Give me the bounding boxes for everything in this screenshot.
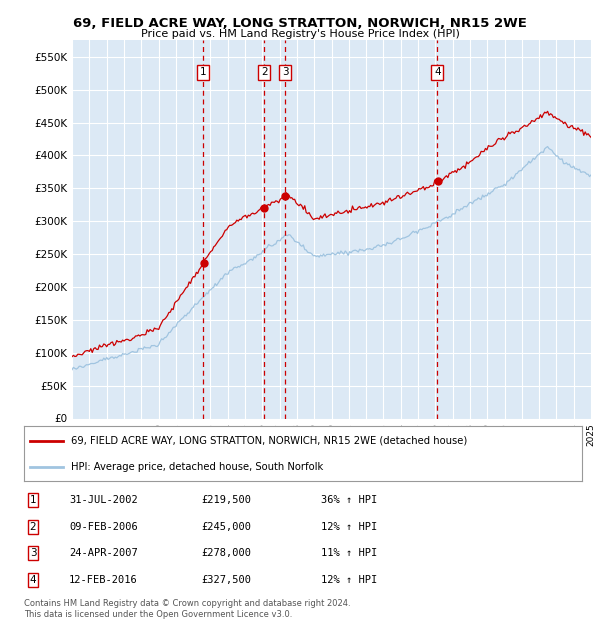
Text: £278,000: £278,000 (201, 548, 251, 559)
Text: 12-FEB-2016: 12-FEB-2016 (69, 575, 138, 585)
Text: 12% ↑ HPI: 12% ↑ HPI (321, 521, 377, 532)
Text: £219,500: £219,500 (201, 495, 251, 505)
Text: 3: 3 (282, 68, 289, 78)
Text: 4: 4 (29, 575, 37, 585)
Text: 2: 2 (261, 68, 268, 78)
Text: 12% ↑ HPI: 12% ↑ HPI (321, 575, 377, 585)
Text: 2: 2 (29, 521, 37, 532)
Text: 24-APR-2007: 24-APR-2007 (69, 548, 138, 559)
Text: £327,500: £327,500 (201, 575, 251, 585)
Text: 1: 1 (200, 68, 206, 78)
Text: 31-JUL-2002: 31-JUL-2002 (69, 495, 138, 505)
Text: 09-FEB-2006: 09-FEB-2006 (69, 521, 138, 532)
Text: 11% ↑ HPI: 11% ↑ HPI (321, 548, 377, 559)
Text: 69, FIELD ACRE WAY, LONG STRATTON, NORWICH, NR15 2WE: 69, FIELD ACRE WAY, LONG STRATTON, NORWI… (73, 17, 527, 30)
Text: Contains HM Land Registry data © Crown copyright and database right 2024.
This d: Contains HM Land Registry data © Crown c… (24, 600, 350, 619)
Text: 3: 3 (29, 548, 37, 559)
Text: 69, FIELD ACRE WAY, LONG STRATTON, NORWICH, NR15 2WE (detached house): 69, FIELD ACRE WAY, LONG STRATTON, NORWI… (71, 436, 467, 446)
Text: 4: 4 (434, 68, 440, 78)
Text: Price paid vs. HM Land Registry's House Price Index (HPI): Price paid vs. HM Land Registry's House … (140, 29, 460, 39)
Text: £245,000: £245,000 (201, 521, 251, 532)
Text: 1: 1 (29, 495, 37, 505)
Text: 36% ↑ HPI: 36% ↑ HPI (321, 495, 377, 505)
Text: HPI: Average price, detached house, South Norfolk: HPI: Average price, detached house, Sout… (71, 462, 323, 472)
